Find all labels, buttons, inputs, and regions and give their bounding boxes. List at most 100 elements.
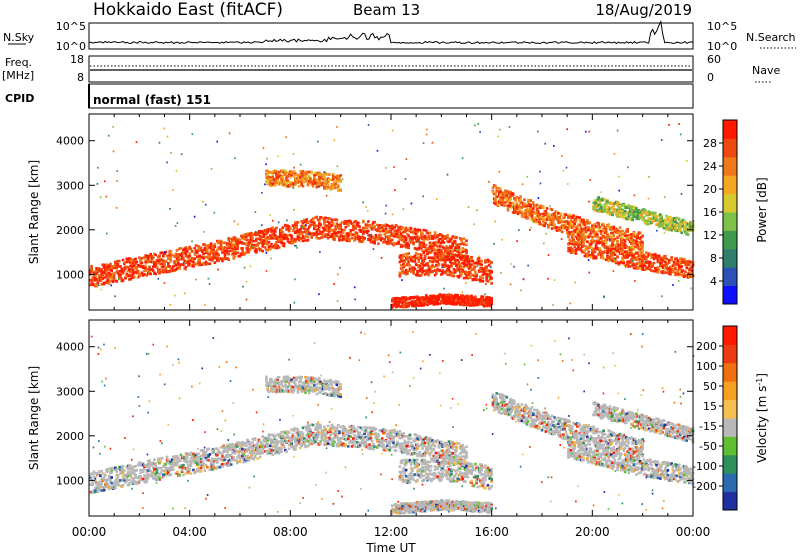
echo-cell xyxy=(135,266,139,269)
echo-cell xyxy=(438,237,442,241)
echo-cell xyxy=(392,232,395,236)
nsky-label: N.Sky xyxy=(3,31,35,44)
echo-speck xyxy=(565,166,568,169)
echo-speck xyxy=(425,231,427,234)
echo-cell xyxy=(641,265,645,269)
echo-cell xyxy=(499,190,502,194)
echo-cell xyxy=(387,234,390,238)
echo-cell xyxy=(614,261,618,265)
echo-cell xyxy=(511,192,515,196)
echo-speck xyxy=(202,200,204,203)
echo-cell xyxy=(563,220,566,224)
echo-cell xyxy=(331,172,335,176)
echo-cell xyxy=(403,303,407,307)
echo-cell xyxy=(378,227,382,230)
echo-cell xyxy=(139,265,142,268)
echo-cell xyxy=(441,270,444,274)
echo-cell xyxy=(457,268,461,272)
echo-speck xyxy=(293,172,296,175)
echo-speck xyxy=(333,139,336,142)
echo-cell xyxy=(677,218,681,221)
echo-cell xyxy=(602,257,605,260)
echo-cell xyxy=(481,267,485,271)
echo-speck xyxy=(110,284,113,287)
echo-cell xyxy=(329,228,332,232)
echo-cell xyxy=(584,230,588,233)
nsky-panel: N.Sky 10^5 10^0 10^5 10^0 N.Search xyxy=(3,19,796,53)
echo-speck xyxy=(104,180,106,183)
echo-cell xyxy=(594,225,598,228)
echo-cell xyxy=(156,261,160,265)
echo-cell xyxy=(433,248,437,252)
echo-cell xyxy=(271,229,275,233)
echo-cell xyxy=(378,224,382,227)
echo-cell xyxy=(450,262,453,265)
echo-speck xyxy=(631,260,634,262)
echo-cell xyxy=(458,262,462,266)
echo-cell xyxy=(529,203,533,207)
echo-cell xyxy=(460,265,463,269)
echo-cell xyxy=(268,234,272,237)
echo-cell xyxy=(501,199,505,202)
echo-cell xyxy=(282,237,286,241)
echo-cell xyxy=(422,242,426,246)
echo-cell xyxy=(202,261,205,265)
echo-cell xyxy=(304,177,307,181)
echo-cell xyxy=(674,220,677,223)
echo-cell xyxy=(398,234,402,237)
echo-cell xyxy=(572,231,575,235)
echo-cell xyxy=(476,261,480,265)
echo-cell xyxy=(411,237,414,241)
echo-cell xyxy=(426,252,429,256)
echo-speck xyxy=(521,183,524,186)
echo-cell xyxy=(638,267,642,270)
echo-cell xyxy=(408,259,412,263)
echo-cell xyxy=(168,251,171,255)
echo-cell xyxy=(100,268,103,271)
echo-cell xyxy=(247,250,251,254)
echo-cell xyxy=(496,204,500,208)
echo-speck xyxy=(325,194,328,197)
echo-cell xyxy=(581,230,584,234)
echo-speck xyxy=(112,125,114,128)
echo-cell xyxy=(267,240,271,244)
echo-cell xyxy=(396,232,399,236)
echo-speck xyxy=(560,238,563,240)
echo-cell xyxy=(573,229,577,232)
echo-cell xyxy=(95,267,98,270)
echo-cell xyxy=(477,259,481,263)
echo-cell xyxy=(632,247,636,251)
echo-cell xyxy=(469,276,472,279)
echo-cell xyxy=(606,200,609,203)
echo-cell xyxy=(621,229,624,233)
echo-speck xyxy=(690,287,693,290)
echo-cell xyxy=(475,273,478,276)
echo-cell xyxy=(398,256,402,259)
echo-cell xyxy=(621,256,624,260)
echo-cell xyxy=(611,244,614,247)
echo-speck xyxy=(305,224,307,226)
echo-speck xyxy=(588,200,590,203)
echo-speck xyxy=(606,239,609,241)
echo-speck xyxy=(262,231,264,234)
echo-speck xyxy=(261,224,263,227)
echo-speck xyxy=(182,262,185,264)
echo-speck xyxy=(339,266,341,269)
echo-cell xyxy=(672,223,676,227)
echo-cell xyxy=(379,238,383,242)
echo-cell xyxy=(289,227,292,230)
echo-cell xyxy=(490,270,494,274)
echo-cell xyxy=(329,187,332,191)
echo-cell xyxy=(213,243,217,246)
echo-cell xyxy=(490,302,494,306)
echo-cell xyxy=(139,263,142,267)
echo-cell xyxy=(423,245,427,249)
echo-cell xyxy=(399,243,403,247)
echo-cell xyxy=(462,237,466,241)
echo-cell xyxy=(607,205,611,209)
echo-cell xyxy=(413,295,417,299)
echo-cell xyxy=(627,204,631,207)
echo-cell xyxy=(564,222,568,226)
echo-cell xyxy=(130,265,134,269)
echo-cell xyxy=(236,245,239,248)
